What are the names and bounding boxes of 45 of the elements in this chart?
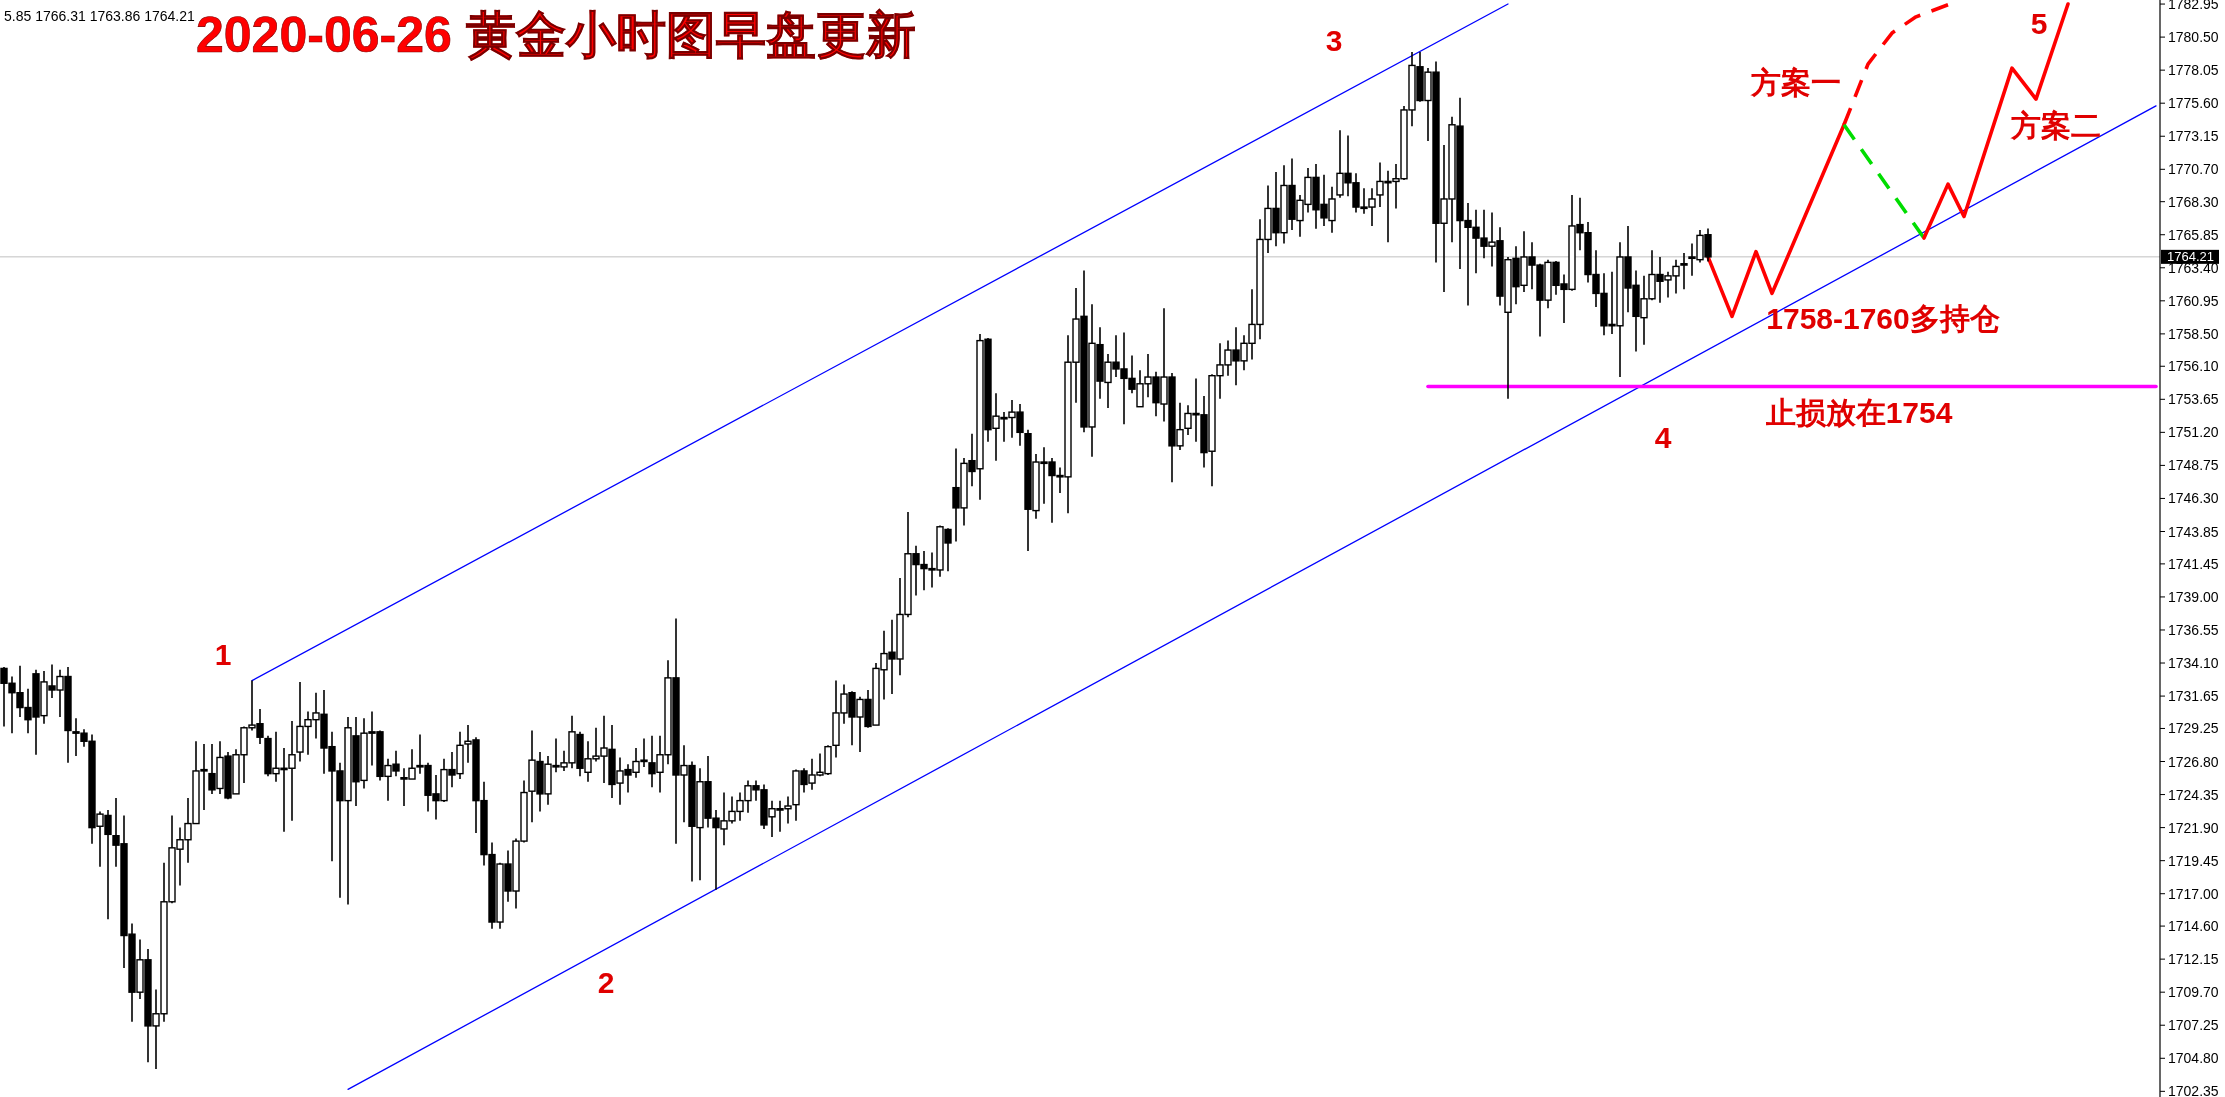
y-tick-label: 1724.35: [2168, 786, 2219, 803]
y-tick-label: 1726.80: [2168, 753, 2219, 770]
annotation: 3: [1325, 23, 1343, 57]
y-tick-label: 1743.85: [2168, 523, 2219, 540]
y-tick-label: 1709.70: [2168, 984, 2219, 1001]
y-tick-label: 1704.80: [2168, 1050, 2219, 1067]
annotation: 方案一: [1750, 65, 1841, 99]
y-tick-label: 1770.70: [2168, 161, 2219, 178]
y-tick-label: 1773.15: [2168, 128, 2219, 145]
y-tick-label: 1734.10: [2168, 655, 2219, 672]
y-tick-label: 1756.10: [2168, 358, 2219, 375]
y-tick-label: 1782.95: [2168, 0, 2219, 13]
y-tick-label: 1731.65: [2168, 688, 2219, 705]
y-tick-label: 1721.90: [2168, 819, 2219, 836]
y-tick-label: 1729.25: [2168, 720, 2219, 737]
y-tick-label: 1775.60: [2168, 95, 2219, 112]
y-tick-label: 1758.50: [2168, 325, 2219, 342]
y-tick-label: 1765.85: [2168, 226, 2219, 243]
annotation: 5.85 1766.31 1763.86 1764.21: [4, 8, 195, 24]
y-tick-label: 1707.25: [2168, 1017, 2219, 1034]
y-tick-label: 1714.60: [2168, 918, 2219, 935]
annotation: 1758-1760多持仓: [1766, 301, 2000, 335]
annotation: 止损放在1754: [1764, 395, 1953, 429]
annotation: 2: [597, 965, 615, 999]
y-tick-label: 1778.05: [2168, 62, 2219, 79]
chart-title: 2020-06-26 黄金小时图早盘更新: [196, 7, 916, 63]
y-tick-label: 1760.95: [2168, 292, 2219, 309]
y-tick-label: 1741.45: [2168, 555, 2219, 572]
y-tick-label: 1751.20: [2168, 424, 2219, 441]
y-tick-label: 1719.45: [2168, 852, 2219, 869]
annotation: 4: [1654, 420, 1672, 454]
y-tick-label: 1717.00: [2168, 885, 2219, 902]
y-tick-label: 1712.15: [2168, 951, 2219, 968]
annotation: 方案二: [2010, 108, 2101, 142]
annotation: 1: [214, 637, 232, 671]
y-tick-label: 1753.65: [2168, 391, 2219, 408]
y-tick-label: 1768.30: [2168, 193, 2219, 210]
y-tick-label: 1746.30: [2168, 490, 2219, 507]
annotation: 5: [2030, 6, 2048, 40]
y-tick-label: 1748.75: [2168, 457, 2219, 474]
y-tick-label: 1780.50: [2168, 29, 2219, 46]
y-tick-label: 1736.55: [2168, 621, 2219, 638]
y-tick-label: 1702.35: [2168, 1083, 2219, 1097]
y-tick-label: 1739.00: [2168, 588, 2219, 605]
ref-line-label: 1764.21: [2167, 249, 2214, 265]
